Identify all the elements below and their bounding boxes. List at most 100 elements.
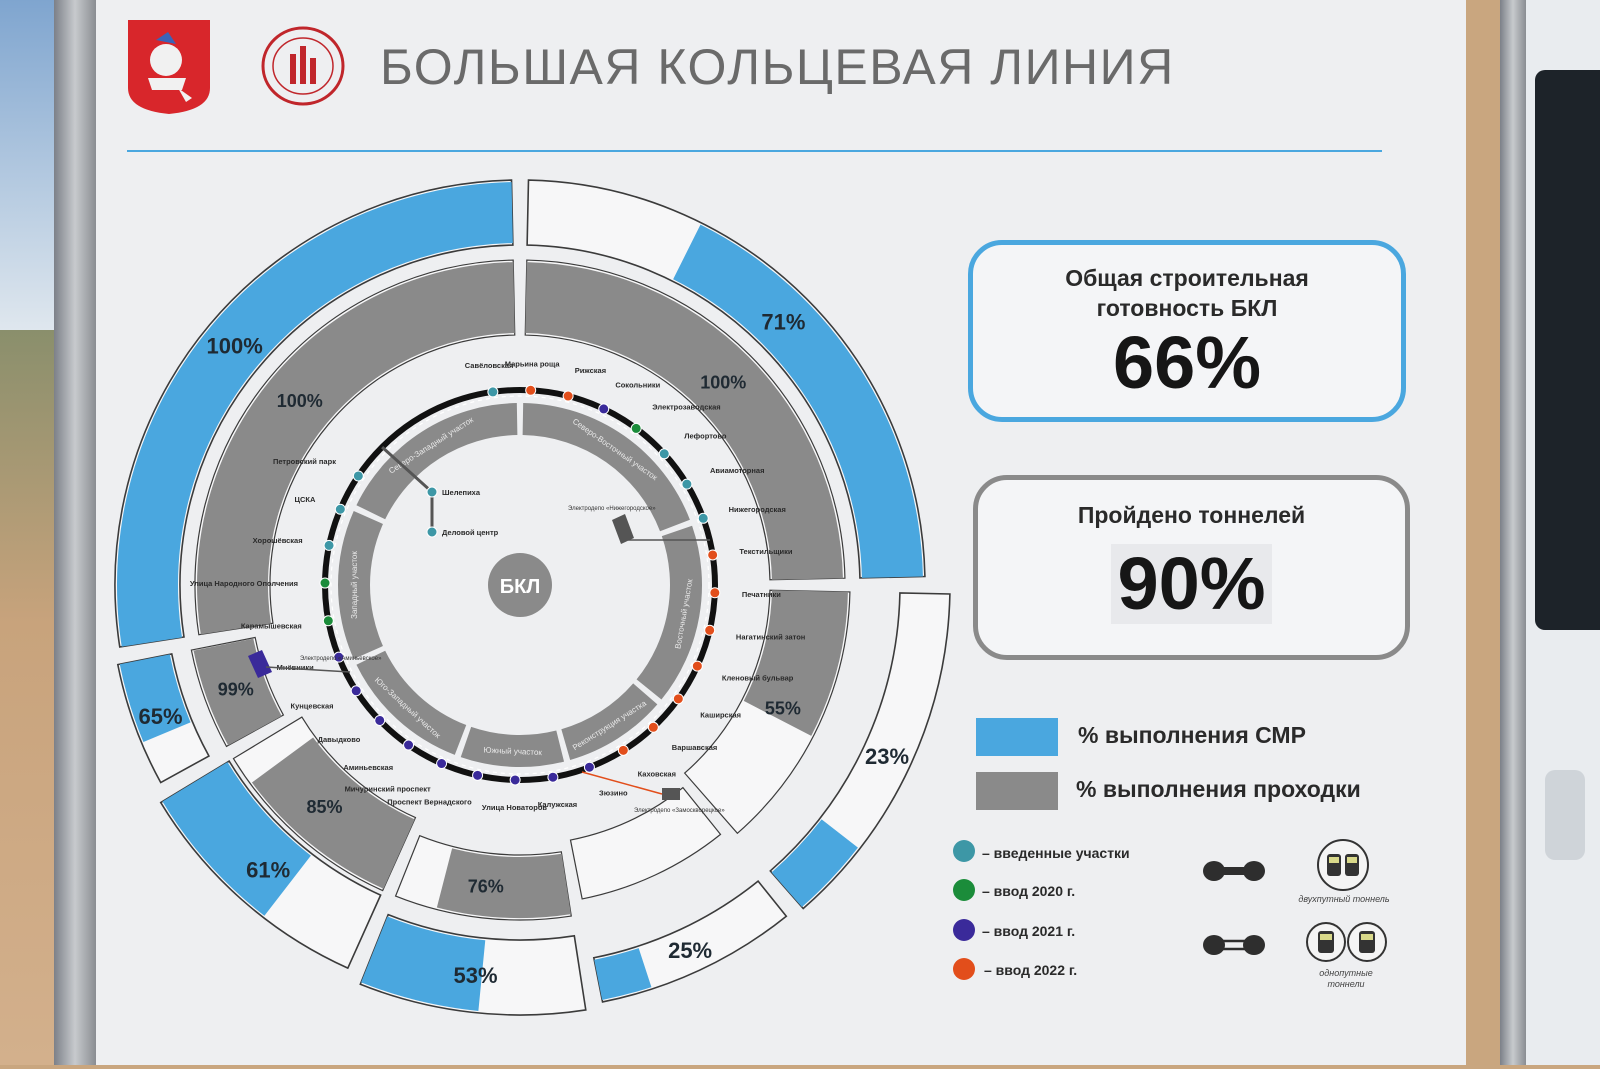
depot-label: Электродепо «Нижегородское» <box>568 506 656 512</box>
status-dot-2020 <box>953 879 975 901</box>
tunnel-progress-bar <box>743 590 848 736</box>
status-dot-2022 <box>953 958 975 980</box>
station-dot <box>617 744 629 756</box>
readiness-value: 66% <box>1112 321 1262 404</box>
station-label: Аминьевская <box>343 763 393 772</box>
branch-station-dot <box>426 486 438 498</box>
double-track-caption: двухпутный тоннель <box>1298 894 1390 904</box>
depot-link <box>581 771 663 795</box>
section-band <box>636 525 702 700</box>
station-label: Авиамоторная <box>710 466 764 475</box>
station-label: ЦСКА <box>295 495 316 504</box>
station-label: Электрозаводская <box>652 403 720 412</box>
section-band <box>338 510 383 660</box>
metro-ring-track-inner <box>330 395 710 775</box>
smr-progress-bar <box>162 762 311 916</box>
station-dot <box>709 587 721 599</box>
title-divider <box>127 150 1382 152</box>
ring-diagram-svg: Северо-Западный участок Северо-Восточный … <box>114 179 951 1016</box>
smr-percent-label: 71% <box>761 310 805 335</box>
section-band <box>460 726 565 767</box>
construction-complex-logo-icon <box>261 26 345 106</box>
legend-smr-label: % выполнения СМР <box>1078 722 1306 748</box>
station-label: Нагатинский затон <box>736 633 805 642</box>
section-label: Северо-Восточный участок <box>571 417 659 483</box>
station-label: Марьина роща <box>505 359 561 368</box>
smr-percent-label: 53% <box>454 963 498 988</box>
station-dot <box>352 470 364 482</box>
station-label: Каховская <box>638 769 676 778</box>
branch-station-label: Шелепиха <box>442 488 481 497</box>
station-label: Мнёвники <box>277 663 314 672</box>
station-label: Зюзино <box>599 788 628 797</box>
tunnel-percent-label: 55% <box>765 699 801 719</box>
bus-headlight <box>1545 770 1585 860</box>
tunnels-card: Пройдено тоннелей 90% <box>973 475 1410 660</box>
smr-progress-bar <box>771 819 858 908</box>
station-dot <box>333 651 345 663</box>
tunnels-value: 90% <box>1111 544 1272 624</box>
smr-percent-label: 65% <box>139 704 183 729</box>
station-label: Кленовый бульвар <box>722 673 794 682</box>
tunnel-progress-bar <box>196 262 515 635</box>
double-track-tunnel-icon <box>1203 861 1265 881</box>
status-label-done: – введенные участки <box>982 845 1130 861</box>
branch-station-label: Деловой центр <box>442 528 499 537</box>
station-dot <box>319 577 331 589</box>
station-label: Варшавская <box>672 743 718 752</box>
station-label: Лефортово <box>684 432 727 441</box>
center-badge <box>488 553 552 617</box>
station-dot <box>509 774 521 786</box>
station-label: Петровский парк <box>273 457 336 466</box>
tunnel-percent-label: 100% <box>277 391 323 411</box>
station-dot <box>350 685 362 697</box>
station-dot <box>562 390 574 402</box>
station-dot <box>547 771 559 783</box>
tunnels-label: Пройдено тоннелей <box>1077 502 1306 528</box>
station-label: Улица Новаторов <box>482 803 548 812</box>
page-title: БОЛЬШАЯ КОЛЬЦЕВАЯ ЛИНИЯ <box>380 39 1175 95</box>
smr-progress-bar <box>594 948 652 1000</box>
legend-tunnel-swatch <box>976 772 1058 810</box>
station-dot <box>697 512 709 524</box>
station-dot <box>334 503 346 515</box>
tunnel-percent-label: 85% <box>307 797 343 817</box>
section-band <box>561 683 658 760</box>
smr-percent-label: 100% <box>207 334 263 359</box>
station-dot <box>323 539 335 551</box>
branch-station-dot <box>426 526 438 538</box>
tunnel-percent-label: 100% <box>700 373 746 393</box>
depot-marker <box>612 514 634 544</box>
tunnel-percent-label: 76% <box>468 877 504 897</box>
smr-progress-bar <box>673 224 923 578</box>
station-dot <box>583 761 595 773</box>
depot-label: Электродепо «Аминьевское» <box>300 656 382 662</box>
smr-progress-bar <box>119 654 191 743</box>
station-label: Каширская <box>700 711 741 720</box>
smr-progress-bar <box>361 916 486 1011</box>
section-band <box>356 403 518 520</box>
section-label: Западный участок <box>350 551 359 619</box>
double-track-train-icon <box>1317 839 1369 891</box>
board-post-right <box>1500 0 1526 1065</box>
station-dot <box>681 478 693 490</box>
station-label: Калужская <box>538 800 577 809</box>
station-label: Улица Народного Ополчения <box>190 579 298 588</box>
station-label: Кунцевская <box>291 701 334 710</box>
station-dot <box>707 549 719 561</box>
station-label: Текстильщики <box>739 547 793 556</box>
station-label: Сокольники <box>615 381 660 390</box>
center-label: БКЛ <box>500 576 541 598</box>
station-dot <box>691 660 703 672</box>
station-dot <box>403 739 415 751</box>
station-dot <box>647 721 659 733</box>
status-label-2021: – ввод 2021 г. <box>982 923 1076 939</box>
station-label: Проспект Вернадского <box>387 798 472 807</box>
legend-tunnel-label: % выполнения проходки <box>1076 776 1361 802</box>
station-dot <box>630 422 642 434</box>
station-label: Нижегородская <box>729 505 786 514</box>
single-track-trains-icon <box>1306 922 1387 962</box>
smr-progress-bar <box>117 182 513 647</box>
depot-label: Электродепо «Замоскворецкое» <box>634 808 725 814</box>
depot-link <box>265 666 351 673</box>
